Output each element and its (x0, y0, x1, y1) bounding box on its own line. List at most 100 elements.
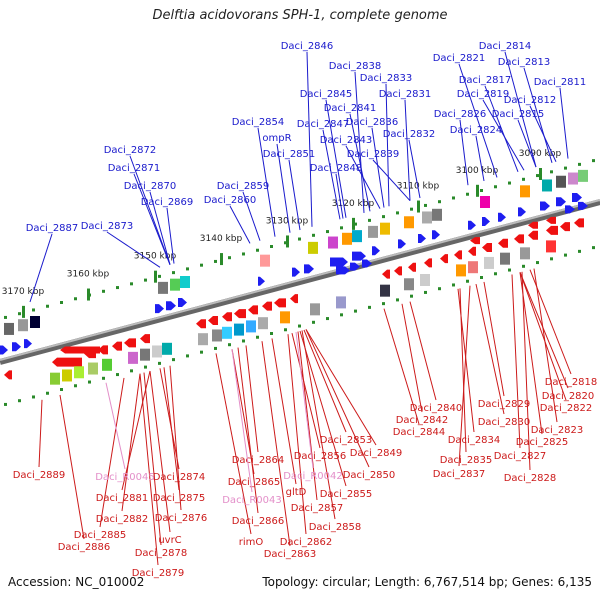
backbone-line (0, 199, 600, 365)
label-leader-line (458, 63, 498, 178)
major-tick (539, 168, 542, 180)
tick-label: 3130 kbp (266, 216, 309, 226)
label-leader-line (475, 283, 505, 415)
label-leader-line (133, 173, 171, 265)
reverse-gene-arrow (112, 341, 122, 351)
top-gene-label: Daci_2833 (360, 73, 413, 84)
homology-block (500, 252, 510, 265)
bottom-gene-label: Daci_2879 (132, 568, 185, 579)
bottom-gene-label: Daci_2886 (58, 542, 111, 553)
label-leader-line (484, 85, 519, 173)
upper-tick-dot (396, 211, 399, 215)
homology-block (170, 278, 180, 291)
label-leader-line (349, 113, 371, 212)
upper-tick-dot (480, 189, 483, 192)
upper-tick-dot (550, 170, 553, 174)
label-leader-line (401, 303, 423, 413)
upper-tick-dot (60, 301, 63, 304)
homology-block (368, 225, 378, 238)
lower-tick-dot (256, 335, 259, 339)
bottom-gene-label: Daci_2866 (232, 516, 285, 527)
reverse-gene-arrow (98, 345, 108, 355)
homology-block (456, 264, 466, 277)
bottom-gene-label: Daci_2850 (343, 470, 396, 481)
bottom-gene-label: Daci_2853 (320, 435, 373, 446)
label-leader-line (517, 119, 537, 168)
forward-gene-arrow (362, 259, 372, 268)
upper-tick-dot (228, 256, 231, 260)
label-leader-line (559, 87, 569, 159)
lower-tick-dot (550, 257, 553, 261)
forward-gene-arrow (12, 342, 21, 352)
reverse-gene-arrow (528, 221, 538, 229)
tick-label: 3140 kbp (200, 234, 243, 244)
label-leader-line (149, 370, 171, 533)
lower-tick-dot (312, 320, 315, 324)
bottom-gene-label: Daci_2835 (440, 455, 493, 466)
label-leader-line (38, 399, 43, 468)
upper-tick-dot (368, 218, 371, 222)
rna-gene-label: Daci_R0043 (222, 495, 282, 506)
reverse-gene-arrow (4, 370, 12, 380)
major-tick (220, 253, 223, 266)
reverse-gene-arrow (440, 254, 448, 264)
label-leader-line (325, 99, 347, 218)
homology-block (336, 296, 346, 309)
lower-tick-dot (382, 302, 385, 306)
lower-tick-dot (578, 249, 581, 253)
label-leader-line (408, 139, 421, 199)
homology-block (162, 342, 172, 355)
rna-gene-label: Daci_R0045 (95, 472, 155, 483)
accession-label: Accession: NC_010002 (8, 575, 145, 589)
upper-tick-dot (214, 259, 217, 263)
reverse-gene-arrow (274, 298, 286, 308)
bottom-gene-label: uvrC (158, 535, 181, 546)
lower-tick-dot (158, 361, 161, 365)
upper-tick-dot (410, 207, 413, 211)
lower-tick-dot (32, 395, 35, 399)
reverse-gene-arrow (546, 225, 558, 235)
label-leader-line (383, 308, 420, 425)
lower-tick-dot (144, 365, 147, 369)
top-gene-label: Daci_2826 (434, 109, 487, 120)
label-leader-line (459, 288, 467, 453)
label-leader-line (404, 99, 411, 201)
top-gene-label: Daci_2860 (204, 195, 257, 206)
lower-tick-dot (214, 346, 217, 350)
homology-block (50, 372, 60, 385)
homology-block (484, 256, 494, 269)
upper-tick-dot (578, 162, 581, 166)
major-tick (352, 217, 355, 230)
top-gene-label: Daci_2869 (141, 197, 194, 208)
bottom-gene-label: Daci_2862 (280, 537, 333, 548)
label-leader-line (237, 347, 259, 514)
reverse-gene-arrow (514, 234, 524, 244)
lower-tick-dot (200, 350, 203, 354)
reverse-gene-arrow (196, 319, 206, 329)
major-tick (417, 200, 420, 213)
top-gene-label: Daci_2848 (310, 163, 363, 174)
bottom-gene-label: Daci_2837 (433, 469, 486, 480)
label-leader-line (231, 349, 253, 493)
label-leader-line (483, 281, 505, 397)
top-gene-label: Daci_2851 (263, 149, 316, 160)
label-leader-line (166, 207, 175, 264)
upper-tick-dot (494, 185, 497, 189)
topology-label: Topology: circular; Length: 6,767,514 bp… (262, 575, 592, 589)
upper-tick-dot (18, 312, 21, 316)
label-leader-line (371, 127, 385, 208)
label-leader-line (261, 341, 291, 547)
top-gene-label: Daci_2839 (347, 149, 400, 160)
reverse-gene-arrow (424, 258, 432, 268)
upper-tick-dot (172, 271, 175, 275)
homology-block (468, 261, 478, 274)
lower-tick-dot (326, 317, 329, 321)
label-leader-line (287, 334, 307, 535)
label-leader-line (29, 233, 53, 303)
lower-tick-dot (438, 287, 441, 291)
upper-tick-dot (326, 230, 329, 234)
top-gene-label: Daci_2836 (346, 117, 399, 128)
homology-block (404, 278, 414, 291)
homology-block (310, 303, 320, 316)
